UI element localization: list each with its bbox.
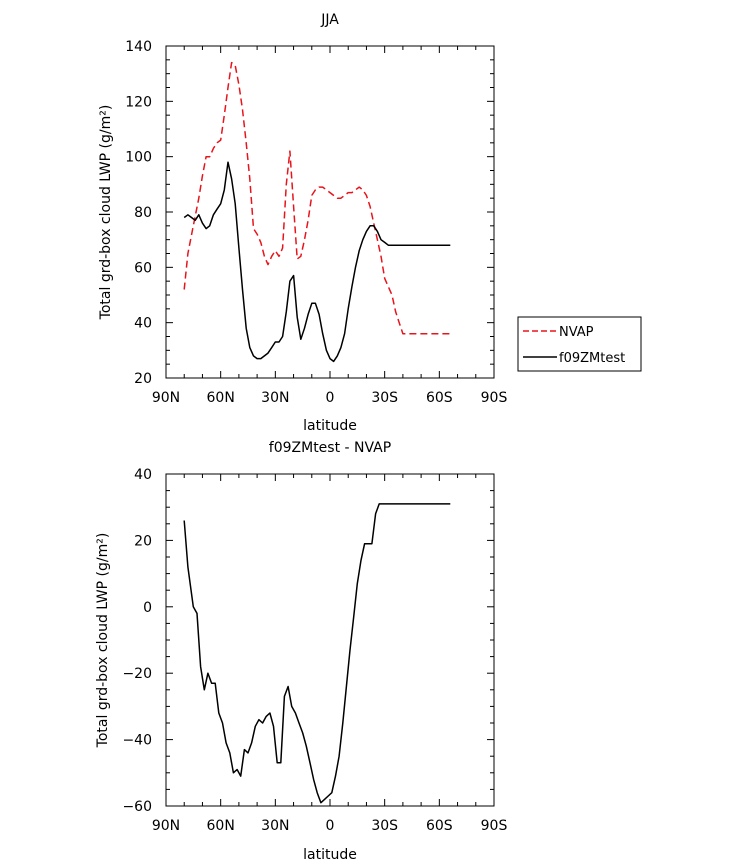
x-tick-label: 30N [261,818,289,834]
y-tick-label: 140 [125,39,152,55]
series-line-difference [183,503,451,804]
x-axis-ticks: 90N 60N 30N 0 30S 60S 90S [152,46,508,406]
chart-title: JJA [320,12,339,28]
x-tick-label: 90S [481,390,508,406]
x-tick-label: 90S [481,818,508,834]
legend-label-nvap: NVAP [559,325,594,340]
legend: NVAP f09ZMtest [517,316,642,372]
y-tick-label: 60 [134,260,152,276]
y-axis-label: Total grd-box cloud LWP (g/m²) [95,533,111,749]
x-axis-label: latitude [303,847,357,863]
x-tick-label: 30S [371,390,398,406]
y-tick-label: 0 [143,600,152,616]
legend-box [517,316,642,372]
chart-title: f09ZMtest - NVAP [269,440,391,456]
x-tick-label: 0 [326,818,335,834]
x-axis-label: latitude [303,418,357,434]
x-tick-label: 60N [207,818,235,834]
y-tick-label: −60 [122,799,152,815]
chart-jja: JJA 90N 60N 30N 0 30S 60S 90S 20 40 60 80 100 120 14… [98,12,642,434]
legend-label-f09zmtest: f09ZMtest [559,351,625,366]
y-tick-label: 20 [134,371,152,387]
y-tick-label: 20 [134,533,152,549]
x-axis-ticks: 90N 60N 30N 0 30S 60S 90S [152,474,508,834]
x-tick-label: 30N [261,390,289,406]
y-tick-label: 40 [134,316,152,332]
x-tick-label: 90N [152,390,180,406]
y-tick-label: −20 [122,666,152,682]
series-line-nvap [183,61,451,335]
y-tick-label: 40 [134,467,152,483]
y-tick-label: 120 [125,94,152,110]
y-tick-label: 100 [125,150,152,166]
x-tick-label: 0 [326,390,335,406]
y-axis-ticks: 20 40 60 80 100 120 140 [125,39,494,387]
y-tick-label: 80 [134,205,152,221]
y-axis-ticks: −60 −40 −20 0 20 40 [122,467,494,815]
chart-difference: f09ZMtest - NVAP 90N 60N 30N 0 30S 60S 90S −60… [95,440,507,863]
x-tick-label: 60S [426,390,453,406]
series-line-f09zmtest [183,161,451,363]
plot-frame [165,473,495,807]
y-tick-label: −40 [122,733,152,749]
x-tick-label: 90N [152,818,180,834]
x-tick-label: 60N [207,390,235,406]
x-tick-label: 60S [426,818,453,834]
series-lines [183,61,451,363]
series-lines [183,503,451,804]
x-tick-label: 30S [371,818,398,834]
y-axis-label: Total grd-box cloud LWP (g/m²) [98,105,114,321]
